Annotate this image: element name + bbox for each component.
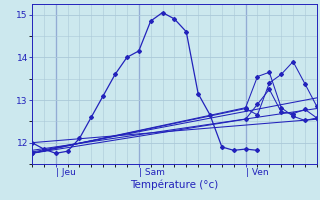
X-axis label: Température (°c): Température (°c)	[130, 180, 219, 190]
